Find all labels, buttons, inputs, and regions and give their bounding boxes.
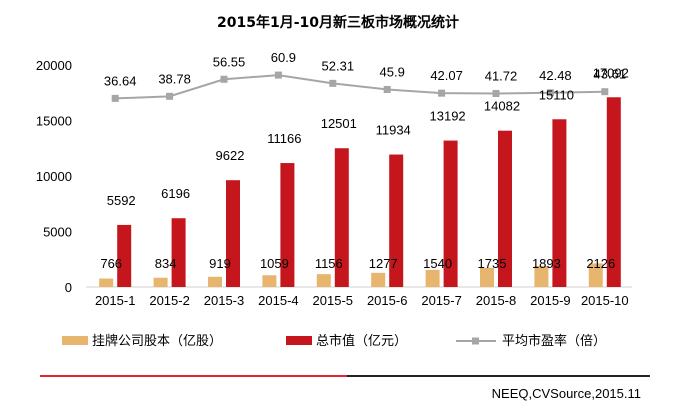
data-label-pe: 41.72 <box>485 69 518 84</box>
pe-point <box>329 79 337 87</box>
chart-title: 2015年1月-10月新三板市场概况统计 <box>217 14 459 31</box>
pe-point <box>601 88 609 96</box>
data-label-market-value: 14082 <box>484 99 520 114</box>
bar-market-value <box>334 148 349 287</box>
data-label-pe: 43.61 <box>594 67 627 82</box>
legend-label-market-value: 总市值（亿元） <box>316 333 407 349</box>
pe-point <box>220 75 228 83</box>
legend-swatch-shares <box>62 336 88 345</box>
data-label-market-value: 9622 <box>216 148 245 163</box>
bar-shares <box>480 267 494 287</box>
data-label-pe: 38.78 <box>158 71 191 86</box>
bar-shares <box>99 278 114 287</box>
data-label-pe: 36.64 <box>104 73 137 88</box>
legend-label-pe: 平均市盈率（倍） <box>502 333 606 349</box>
data-label-shares: 1540 <box>423 256 452 271</box>
data-label-market-value: 13192 <box>430 109 466 124</box>
data-label-shares: 919 <box>209 256 231 271</box>
bar-shares <box>371 272 386 287</box>
pe-point <box>546 89 554 97</box>
x-tick-label: 2015-5 <box>313 293 353 308</box>
bar-shares <box>262 275 277 287</box>
bar-shares <box>425 269 440 287</box>
data-label-pe: 45.9 <box>380 64 405 79</box>
bar-market-value <box>226 180 240 287</box>
x-tick-label: 2015-8 <box>476 293 516 308</box>
pe-line <box>115 74 605 100</box>
legend-swatch-pe-marker <box>472 337 479 345</box>
legend-swatch-market-value <box>286 336 312 345</box>
x-tick-label: 2015-7 <box>421 293 461 308</box>
x-tick-label: 2015-2 <box>149 293 189 308</box>
data-label-shares: 1277 <box>369 256 398 271</box>
data-label-shares: 1735 <box>478 256 507 271</box>
data-label-market-value: 15110 <box>539 87 574 102</box>
y-tick-label: 15000 <box>36 114 72 129</box>
data-label-market-value: 12501 <box>321 116 357 131</box>
bar-market-value <box>498 130 512 287</box>
pe-point <box>166 92 174 100</box>
bars <box>99 97 621 288</box>
data-label-shares: 834 <box>155 256 177 271</box>
data-label-pe: 56.55 <box>213 54 246 69</box>
data-label-shares: 2126 <box>586 256 615 271</box>
y-tick-label: 5000 <box>43 225 72 240</box>
data-label-shares: 1893 <box>532 256 561 271</box>
bar-market-value <box>117 224 132 287</box>
bar-market-value <box>171 218 186 287</box>
data-label-market-value: 17092 <box>593 65 629 80</box>
data-label-pe: 42.48 <box>539 68 572 83</box>
bar-market-value <box>389 154 404 287</box>
x-tick-label: 2015-9 <box>530 293 570 308</box>
bar-shares <box>316 274 331 287</box>
legend-label-shares: 挂牌公司股本（亿股） <box>92 333 222 349</box>
data-label-pe: 52.31 <box>322 58 355 73</box>
y-tick-label: 20000 <box>36 58 72 73</box>
data-label-pe: 42.07 <box>430 68 463 83</box>
legend: 挂牌公司股本（亿股） 总市值（亿元） 平均市盈率（倍） <box>62 333 606 349</box>
pe-point <box>438 89 446 97</box>
bar-shares <box>208 276 222 287</box>
y-tick-label: 10000 <box>36 169 72 184</box>
data-labels: 766 5592 834 6196 919 9622 1059 11166 1156 12501 1… <box>100 50 629 271</box>
source-note: NEEQ,CVSource,2015.11 <box>492 386 641 401</box>
bar-shares <box>588 263 603 287</box>
data-label-pe: 60.9 <box>271 50 296 65</box>
data-label-market-value: 11166 <box>267 131 301 146</box>
footer: NEEQ,CVSource,2015.11 <box>40 375 650 401</box>
data-label-market-value: 5592 <box>107 193 136 208</box>
y-tick-label: 0 <box>65 280 72 295</box>
bar-market-value <box>443 140 458 287</box>
data-label-shares: 1059 <box>260 256 289 271</box>
axes: 0 5000 10000 15000 20000 2015-1 2015-2 2015-3 20… <box>36 58 632 308</box>
x-tick-label: 2015-10 <box>581 293 629 308</box>
data-label-shares: 766 <box>100 256 122 271</box>
pe-point <box>274 71 282 79</box>
line-series <box>111 71 609 102</box>
pe-point <box>492 90 500 98</box>
bar-shares <box>534 265 549 287</box>
bar-market-value <box>280 163 295 287</box>
data-label-market-value: 11934 <box>376 123 411 138</box>
data-label-market-value: 6196 <box>161 186 190 201</box>
x-tick-label: 2015-6 <box>367 293 407 308</box>
x-tick-label: 2015-3 <box>204 293 244 308</box>
pe-point <box>111 94 119 102</box>
bar-shares <box>153 277 168 287</box>
bar-market-value <box>552 119 567 288</box>
bar-market-value <box>606 97 621 287</box>
x-tick-label: 2015-1 <box>95 293 135 308</box>
data-label-shares: 1156 <box>315 256 343 271</box>
x-tick-label: 2015-4 <box>258 293 298 308</box>
pe-point <box>383 85 391 93</box>
